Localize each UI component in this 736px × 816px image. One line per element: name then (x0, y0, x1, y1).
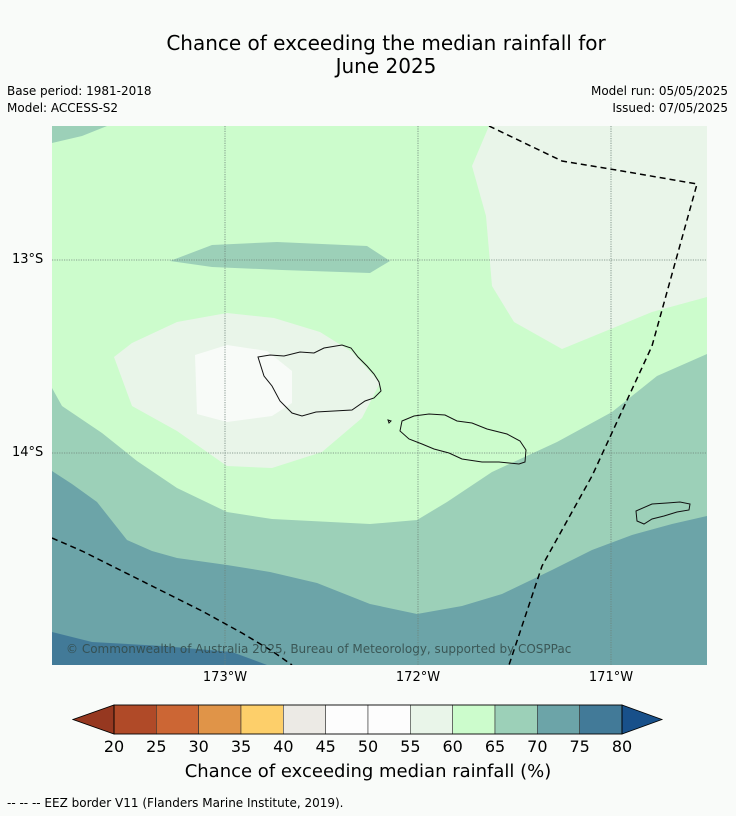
lat-label-13s: 13°S (12, 252, 44, 267)
colorbar-tick-label: 70 (527, 737, 548, 756)
base-period: Base period: 1981-2018 (7, 84, 152, 98)
eez-borders (52, 126, 698, 665)
colorbar-tick-label: 45 (315, 737, 336, 756)
colorbar-tick-label: 50 (357, 737, 379, 756)
meta-right: Model run: 05/05/2025 Issued: 07/05/2025 (591, 83, 728, 117)
issued-date: Issued: 07/05/2025 (612, 101, 728, 115)
manono-islet (387, 419, 392, 424)
colorbar-swatches (113, 704, 623, 735)
eez-border-east (488, 126, 698, 665)
chart-title: Chance of exceeding the median rainfall … (0, 32, 736, 78)
colorbar-swatch (113, 704, 157, 735)
colorbar-tick-label: 80 (611, 737, 633, 756)
zone-45-50-west (195, 345, 292, 422)
tutuila-island (635, 501, 691, 525)
colorbar-tick-label: 60 (442, 737, 463, 756)
zone-70-75-south (52, 471, 707, 665)
lon-label-173w: 173°W (202, 670, 248, 685)
colorbar (72, 704, 664, 735)
colorbar-over-arrow (621, 704, 664, 735)
colorbar-swatch (579, 704, 623, 735)
zone-65-70-northwest (52, 126, 107, 143)
zone-40-45-east (472, 126, 707, 349)
upolu-island (399, 413, 527, 465)
lon-label-172w: 172°W (395, 670, 441, 685)
colorbar-label: Chance of exceeding median rainfall (%) (184, 761, 552, 782)
colorbar-swatch (410, 704, 453, 735)
eez-border-southwest (52, 537, 293, 665)
model-name: Model: ACCESS-S2 (7, 101, 119, 115)
colorbar-under-arrow (72, 704, 115, 735)
colorbar-swatch (198, 704, 242, 735)
graticule (52, 126, 707, 665)
zone-75-80-south (52, 632, 267, 665)
copyright-text: © Commonwealth of Australia 2025, Bureau… (66, 642, 571, 656)
colorbar-outline (113, 704, 623, 735)
meta-left: Base period: 1981-2018 Model: ACCESS-S2 (7, 83, 152, 117)
rainfall-map: © Commonwealth of Australia 2025, Bureau… (52, 126, 707, 665)
coastlines (257, 344, 691, 525)
colorbar-tick-label: 40 (273, 737, 294, 756)
colorbar-swatch (537, 704, 580, 735)
savaii-island (257, 344, 382, 417)
colorbar-swatch (367, 704, 411, 735)
colorbar-swatch (240, 704, 284, 735)
colorbar-tick-label: 25 (146, 737, 167, 756)
colorbar-tick-label: 30 (188, 737, 209, 756)
title-line-2: June 2025 (335, 54, 437, 78)
colorbar-swatch (325, 704, 369, 735)
lat-label-14s: 14°S (12, 445, 44, 460)
colorbar-tick-label: 75 (569, 737, 590, 756)
colorbar-tick-label: 35 (230, 737, 252, 756)
colorbar-swatch (494, 704, 538, 735)
lon-label-171w: 171°W (588, 670, 634, 685)
footer-eez-note: -- -- -- EEZ border V11 (Flanders Marine… (7, 796, 344, 810)
colorbar-tick-label: 65 (484, 737, 506, 756)
colorbar-swatch (156, 704, 199, 735)
colorbar-tick-label: 55 (400, 737, 421, 756)
model-run: Model run: 05/05/2025 (590, 84, 728, 98)
title-line-1: Chance of exceeding the median rainfall … (166, 31, 606, 55)
colorbar-swatch (283, 704, 326, 735)
colorbar-swatch (452, 704, 496, 735)
colorbar-tick-label: 20 (103, 737, 125, 756)
